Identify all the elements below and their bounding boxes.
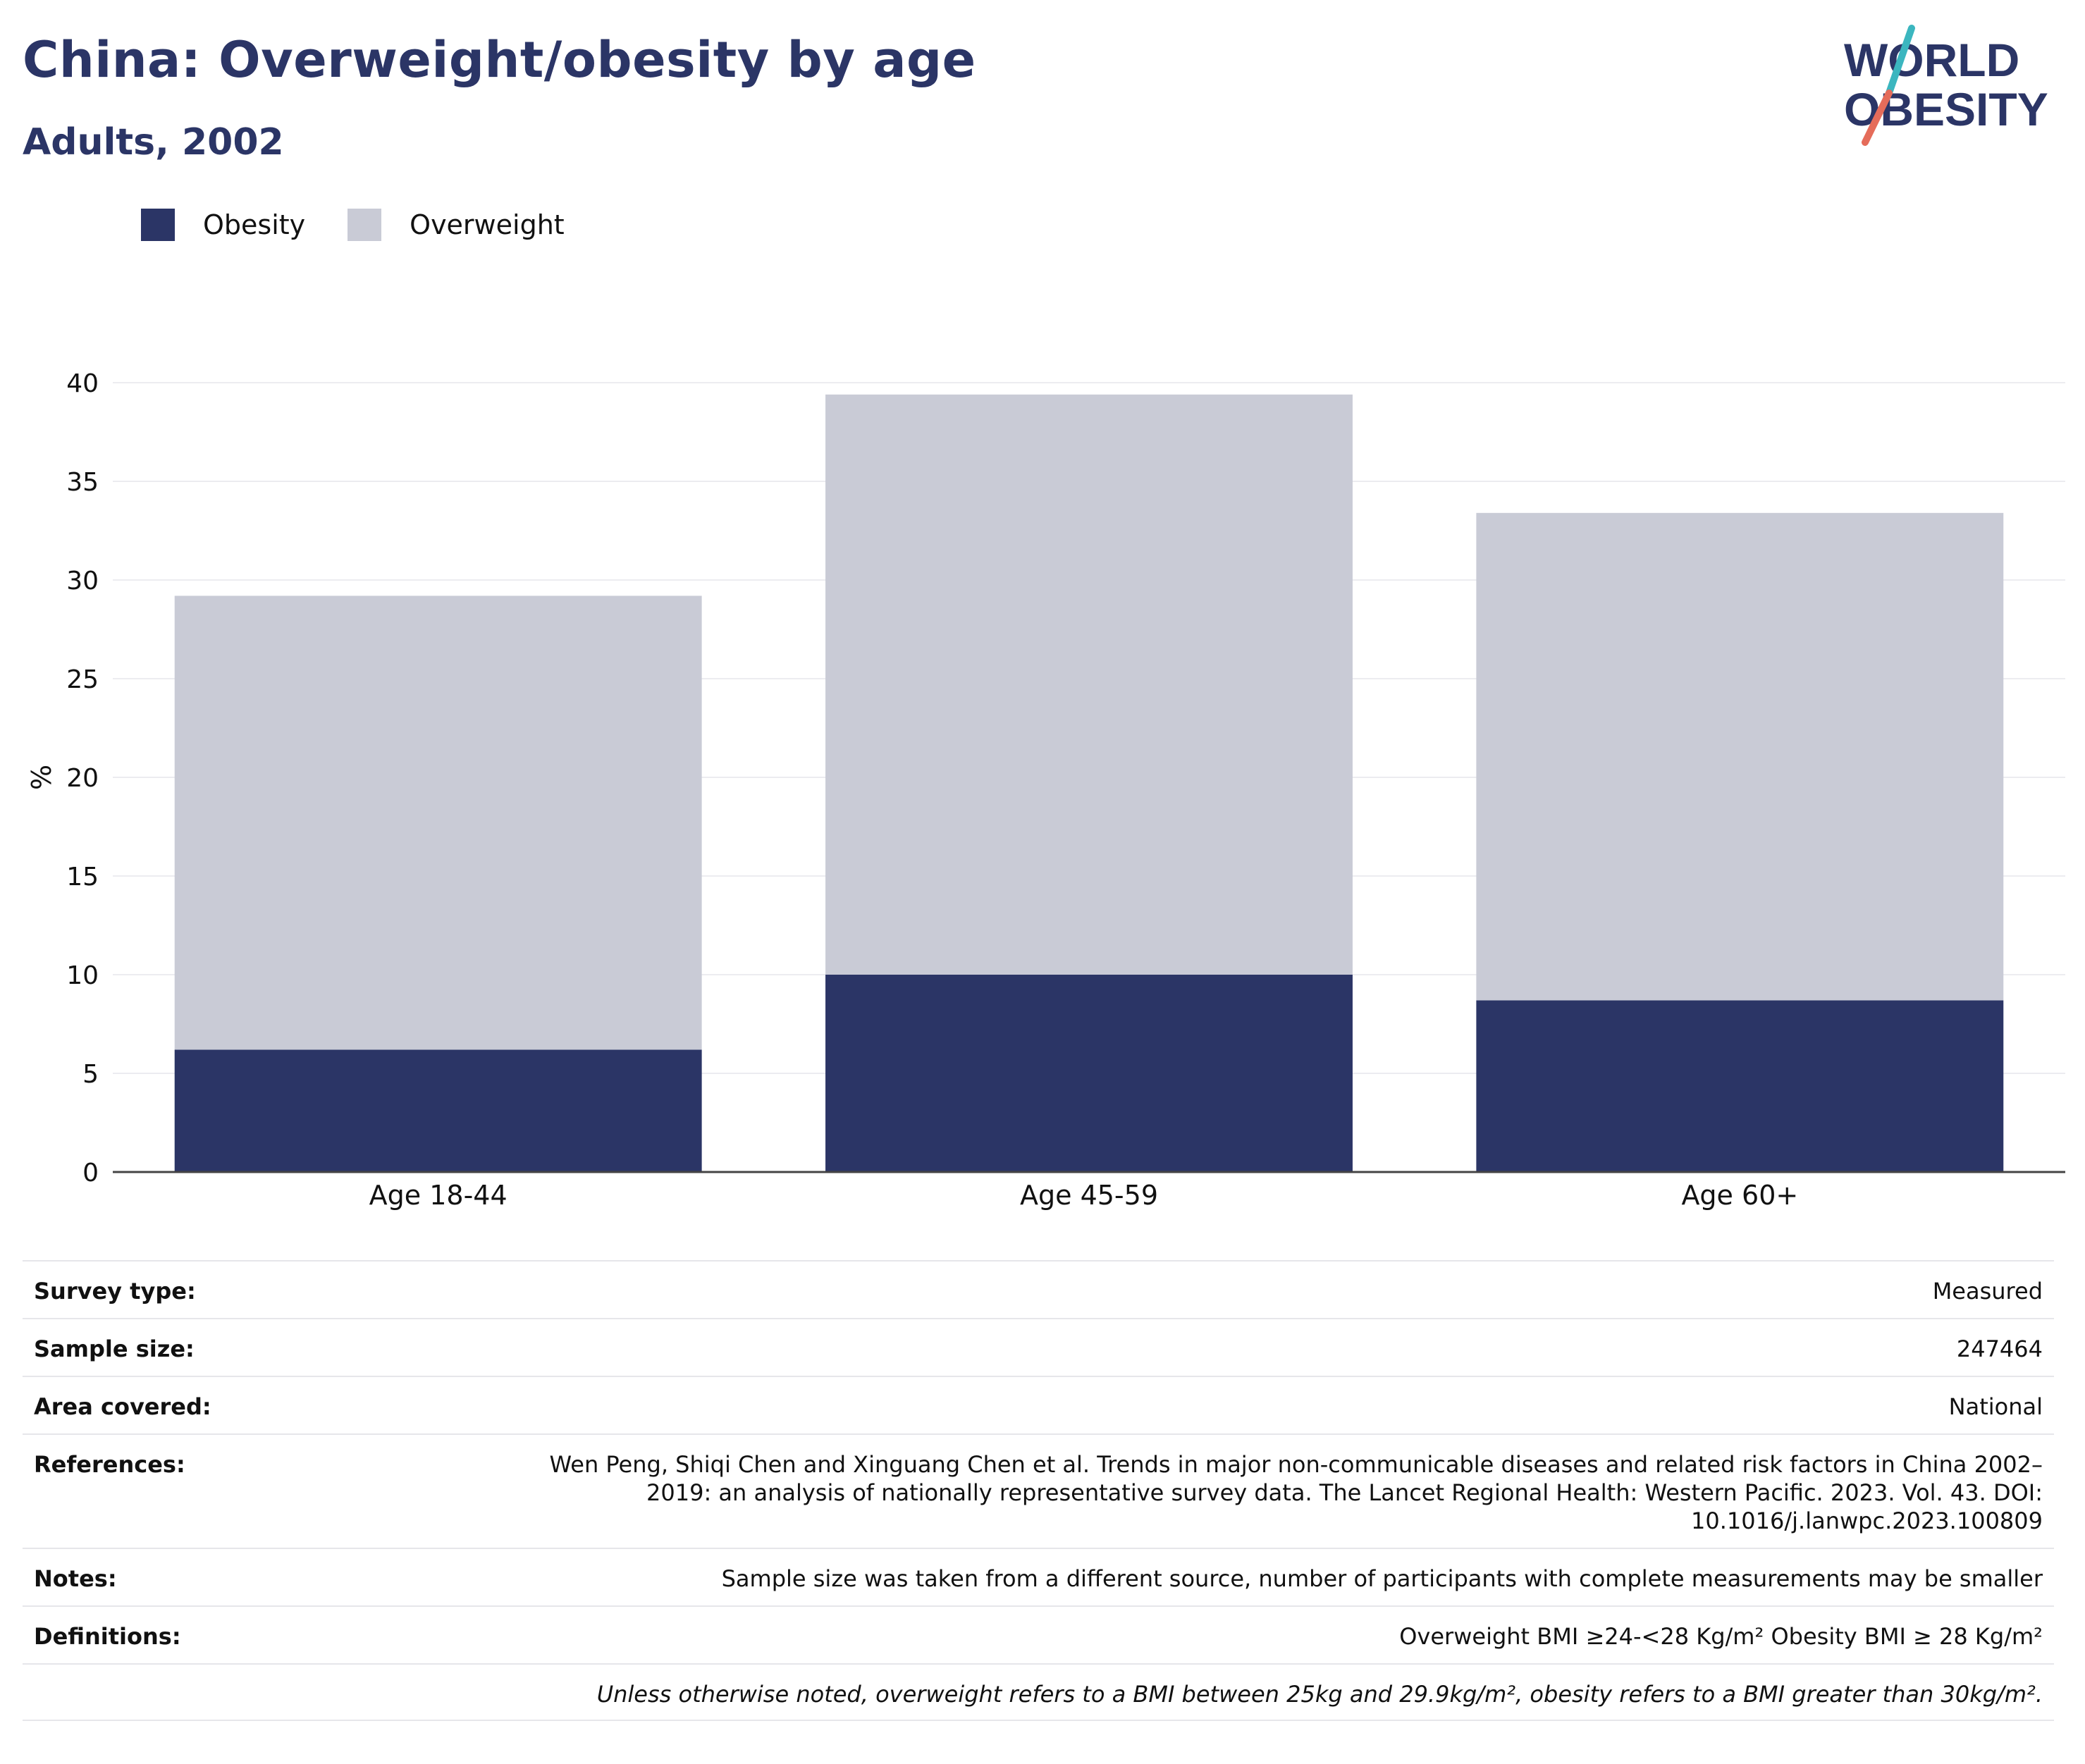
info-value: Wen Peng, Shiqi Chen and Xinguang Chen e… (549, 1451, 2043, 1534)
y-tick-label: 20 (66, 764, 99, 793)
legend-label-overweight: Overweight (410, 209, 565, 240)
x-tick-label: Age 18-44 (369, 1180, 508, 1211)
y-tick-label: 35 (66, 468, 99, 497)
bar-obesity-1[interactable] (174, 1049, 702, 1172)
info-row: Survey type: Measured (23, 1260, 2054, 1318)
info-label: Notes: (34, 1565, 117, 1592)
x-tick-label: Age 60+ (1681, 1180, 1798, 1211)
info-value: Overweight BMI ≥24-<28 Kg/m² Obesity BMI… (1399, 1623, 2043, 1650)
bar-overweight-1[interactable] (174, 596, 702, 1050)
info-value: Measured (1932, 1278, 2043, 1305)
y-tick-label: 30 (66, 567, 99, 596)
info-row: Definitions: Overweight BMI ≥24-<28 Kg/m²… (23, 1605, 2054, 1663)
info-label: Area covered: (34, 1393, 211, 1420)
info-value: Sample size was taken from a different s… (721, 1565, 2043, 1592)
legend-item-overweight[interactable]: Overweight (348, 209, 565, 241)
y-tick-label: 25 (66, 665, 99, 694)
bar-overweight-2[interactable] (825, 394, 1353, 975)
info-label: Sample size: (34, 1336, 195, 1362)
bar-obesity-2[interactable] (825, 975, 1353, 1172)
legend-swatch-obesity (141, 209, 175, 241)
info-value: Unless otherwise noted, overweight refer… (596, 1681, 2043, 1708)
info-row: Unless otherwise noted, overweight refer… (23, 1663, 2054, 1721)
logo-slash-coral (1862, 90, 1893, 146)
info-value: National (1948, 1393, 2043, 1420)
logo-slash-teal (1886, 25, 1915, 97)
info-label: Definitions: (34, 1623, 181, 1650)
info-value: 247464 (1956, 1336, 2043, 1362)
legend-swatch-overweight (348, 209, 382, 241)
chart-legend: Obesity Overweight (141, 209, 607, 241)
stacked-bar-chart: 0 5 10 15 20 25 30 35 40% Age 18-44 Age 45-59 Age 6… (26, 369, 2065, 1211)
info-row: References: Wen Peng, Shiqi Chen and Xing… (23, 1433, 2054, 1548)
info-label: References: (34, 1451, 185, 1478)
chart-subtitle: Adults, 2002 (23, 121, 284, 164)
bar-obesity-3[interactable] (1476, 1000, 2004, 1172)
y-tick-label: 10 (66, 961, 99, 990)
y-tick-label: 40 (66, 369, 99, 398)
y-axis-label: % (26, 765, 57, 790)
world-obesity-logo: WORLD OBESITY (1844, 25, 2048, 146)
y-tick-label: 5 (82, 1060, 99, 1089)
chart-title: China: Overweight/obesity by age (23, 31, 976, 89)
legend-label-obesity: Obesity (203, 209, 306, 240)
y-tick-label: 0 (82, 1159, 99, 1188)
info-row: Sample size: 247464 (23, 1318, 2054, 1376)
info-label: Survey type: (34, 1278, 196, 1305)
y-tick-label: 15 (66, 863, 99, 892)
info-row: Area covered: National (23, 1376, 2054, 1433)
info-row: Notes: Sample size was taken from a diffe… (23, 1548, 2054, 1605)
bar-overweight-3[interactable] (1476, 512, 2004, 1001)
survey-info-table: Survey type: Measured Sample size: 247464 Ar… (23, 1260, 2054, 1721)
x-tick-label: Age 45-59 (1020, 1180, 1158, 1211)
logo-text-world: WORLD (1844, 34, 2019, 86)
legend-item-obesity[interactable]: Obesity (141, 209, 305, 241)
